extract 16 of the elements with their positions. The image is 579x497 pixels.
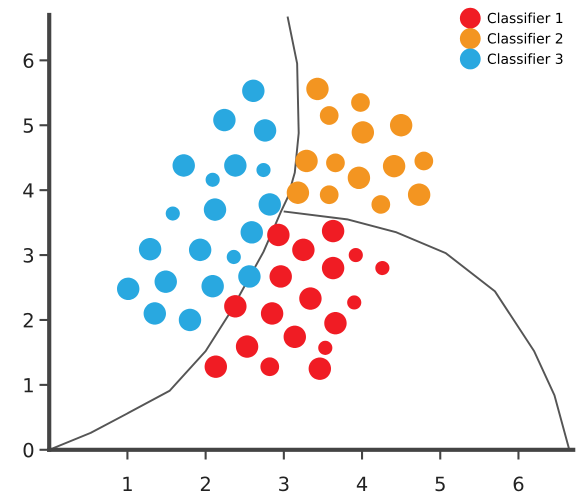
legend-label: Classifier 2 (488, 32, 562, 44)
y-tick-label: 2 (24, 312, 33, 328)
x-tick-label: 4 (356, 476, 368, 491)
y-tick-label: 1 (24, 378, 33, 392)
y-tick-label: 0 (24, 442, 34, 458)
x-tick-label: 1 (123, 476, 132, 491)
legend-label: Classifier 3 (488, 53, 562, 64)
y-tick-label: 6 (24, 53, 34, 68)
x-tick-label: 6 (514, 476, 524, 492)
x-tick-label: 2 (200, 476, 210, 491)
legend-label: Classifier 1 (488, 12, 562, 24)
x-tick-label: 5 (436, 476, 445, 492)
y-tick-label: 4 (23, 183, 34, 198)
y-tick-label: 3 (24, 248, 34, 263)
y-tick-label: 5 (24, 118, 33, 133)
x-tick-label: 3 (279, 476, 288, 492)
